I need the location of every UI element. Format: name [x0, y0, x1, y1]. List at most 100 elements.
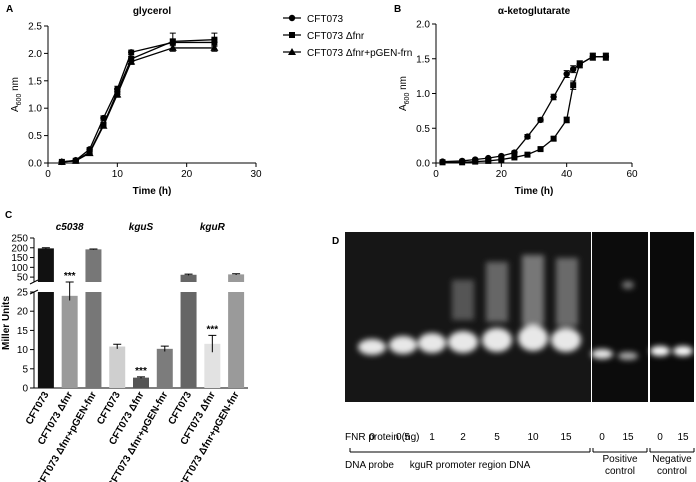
- marker: [563, 70, 570, 78]
- gel-image: [345, 232, 694, 402]
- marker: [537, 116, 544, 124]
- legend-label: CFT073: [307, 14, 344, 25]
- significance: ***: [64, 271, 76, 282]
- marker: [576, 61, 583, 68]
- series-line: [61, 39, 215, 163]
- y-tick-label: 2.0: [416, 20, 430, 31]
- bar: [85, 249, 102, 282]
- lane-value: 2: [460, 432, 466, 443]
- error-bar: [232, 273, 241, 275]
- error-bar: [89, 248, 98, 250]
- x-tick-label: 40: [561, 169, 573, 180]
- marker: [589, 53, 596, 60]
- panel-label: D: [332, 236, 339, 247]
- marker: [113, 90, 122, 98]
- x-tick-label: 60: [626, 169, 638, 180]
- y-tick-label: 0: [22, 384, 28, 395]
- y-tick-label: 0.0: [28, 159, 42, 170]
- negative-control: Negative control: [652, 454, 692, 477]
- y-tick-label: 10: [17, 345, 29, 356]
- y-tick-label: 1.5: [28, 76, 42, 87]
- lane-value: 0: [657, 432, 663, 443]
- y-tick-label: 0.0: [416, 159, 430, 170]
- y-tick-label: 150: [11, 253, 28, 264]
- group-label: c5038: [56, 222, 84, 233]
- marker: [524, 133, 531, 140]
- y-axis-label-part: A: [398, 104, 409, 111]
- y-tick-label: 2.0: [28, 49, 42, 60]
- legend-marker: [289, 32, 295, 38]
- lane-value: 15: [677, 432, 689, 443]
- significance: ***: [206, 324, 218, 335]
- marker: [570, 82, 577, 89]
- series-line: [61, 41, 215, 163]
- series-line: [442, 56, 606, 163]
- legend-marker: [288, 48, 296, 55]
- y-axis-label: A600 nm: [398, 76, 411, 111]
- row-label: FNR protein (ng): [345, 432, 419, 443]
- marker: [210, 43, 219, 51]
- y-tick-label: 25: [17, 288, 29, 299]
- bar-lower-part: [180, 292, 197, 388]
- lane-value: 0: [369, 432, 375, 443]
- marker: [211, 36, 218, 43]
- legend-label: CFT073 Δfnr: [307, 31, 365, 42]
- marker: [511, 154, 518, 161]
- y-tick-label: 20: [17, 307, 29, 318]
- y-axis-label-part: nm: [398, 76, 409, 93]
- error-bar: [41, 247, 50, 249]
- marker: [128, 49, 135, 56]
- lane-value: 10: [527, 432, 539, 443]
- x-tick-label: 30: [250, 169, 262, 180]
- marker: [511, 149, 518, 156]
- series-line: [61, 47, 215, 163]
- x-tick-label: 0: [45, 169, 51, 180]
- marker: [550, 93, 557, 101]
- y-tick-label: 15: [17, 326, 29, 337]
- lane-value: 0.5: [396, 432, 410, 443]
- bar: [37, 248, 54, 282]
- marker: [459, 159, 466, 166]
- lane-value: 15: [622, 432, 634, 443]
- significance: ***: [135, 366, 147, 377]
- marker: [498, 156, 505, 163]
- bar-lower-part: [85, 292, 102, 388]
- y-axis-label-part: 600: [404, 93, 411, 105]
- chart-title: glycerol: [133, 6, 172, 17]
- bar-lower-part: [37, 292, 54, 388]
- marker: [537, 146, 544, 153]
- marker: [71, 156, 80, 164]
- x-axis-label: Time (h): [133, 186, 172, 197]
- y-axis-label-part: nm: [10, 77, 21, 94]
- y-tick-label: 250: [11, 234, 28, 245]
- lane-value: 15: [560, 432, 572, 443]
- marker: [602, 53, 609, 60]
- x-tick-label: 0: [433, 169, 439, 180]
- legend-label: CFT073 Δfnr+pGEN-frn: [307, 48, 412, 59]
- y-axis-label: Miller Units: [1, 296, 12, 350]
- y-axis-label-part: 600: [16, 94, 23, 106]
- x-tick-label: 20: [496, 169, 508, 180]
- error-bar: [113, 343, 122, 349]
- lane-value: 1: [429, 432, 435, 443]
- marker: [127, 57, 136, 65]
- series-line: [442, 56, 606, 163]
- y-tick-label: 1.0: [416, 89, 430, 100]
- y-axis-label: A600 nm: [10, 77, 23, 112]
- marker: [85, 149, 94, 157]
- bar: [61, 295, 78, 388]
- panel-label: A: [6, 4, 13, 15]
- bar: [109, 346, 126, 388]
- error-bar: [160, 345, 169, 352]
- panel-label: C: [5, 210, 12, 221]
- error-bar: [65, 281, 74, 301]
- y-tick-label: 100: [11, 263, 28, 274]
- marker: [169, 38, 176, 45]
- probe-region: kguR promoter region DNA: [410, 460, 531, 471]
- marker: [168, 43, 177, 51]
- marker: [439, 159, 446, 166]
- lane-value: 5: [494, 432, 500, 443]
- y-tick-label: 200: [11, 243, 28, 254]
- x-tick-label: 20: [181, 169, 193, 180]
- panel-label: B: [394, 4, 401, 15]
